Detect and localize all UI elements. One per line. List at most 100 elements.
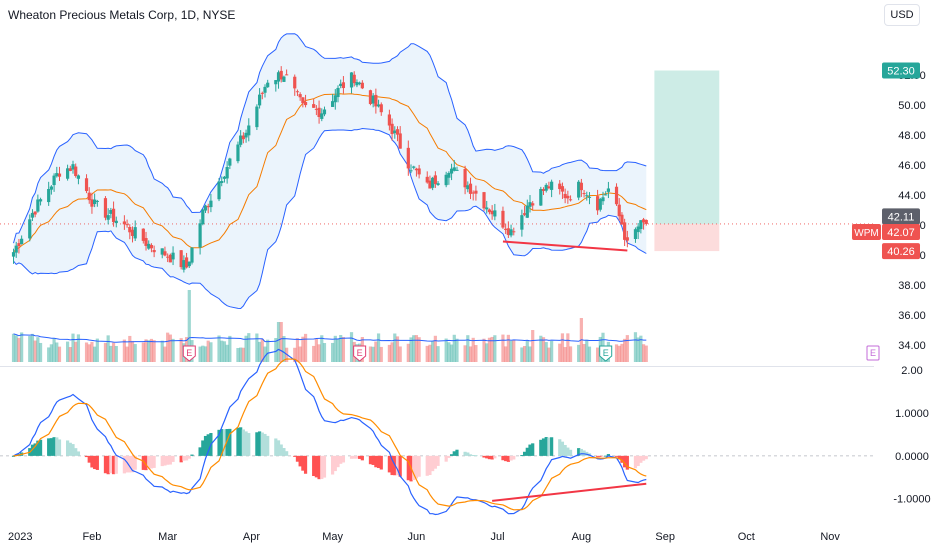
- stop-zone[interactable]: [654, 223, 720, 252]
- candle-body: [644, 219, 648, 224]
- macd-histogram-bar: [522, 451, 527, 456]
- divergence-line-macd[interactable]: [492, 482, 647, 502]
- volume-bar: [30, 333, 35, 362]
- candle-body: [587, 196, 592, 198]
- macd-histogram-bar: [333, 455, 337, 472]
- macd-histogram-bar: [425, 455, 429, 476]
- volume-bar: [239, 347, 243, 362]
- macd-histogram-bar: [179, 455, 183, 463]
- macd-histogram-bar: [274, 438, 278, 456]
- macd-histogram-bar: [168, 455, 172, 465]
- candle-body: [506, 228, 510, 235]
- volume-bar: [390, 342, 394, 362]
- candle-body: [114, 220, 118, 224]
- candle-body: [103, 198, 108, 218]
- volume-bar: [455, 338, 459, 362]
- macd-histogram-bar: [301, 455, 305, 471]
- candle-body: [563, 193, 567, 199]
- candle-body: [279, 70, 283, 80]
- candle-body: [604, 194, 608, 196]
- macd-histogram-bar: [125, 455, 129, 473]
- candle-body: [617, 204, 621, 217]
- candle-body: [236, 144, 240, 162]
- pane-separator[interactable]: [0, 366, 874, 367]
- volume-bar: [225, 344, 229, 362]
- volume-bar: [452, 334, 456, 362]
- candle-body: [633, 229, 638, 240]
- candle-body: [566, 195, 570, 199]
- macd-histogram-bar: [447, 455, 451, 458]
- candle-body: [606, 188, 611, 192]
- macd-y-axis[interactable]: 2.00 1.0000 0.0000 -1.0000: [893, 365, 930, 506]
- candle-body: [493, 210, 497, 217]
- candle-body: [541, 189, 546, 191]
- macd-histogram-bar: [349, 455, 354, 459]
- volume-bar: [17, 337, 21, 362]
- volume-bar: [614, 344, 619, 362]
- candle-body: [152, 249, 156, 253]
- macd-histogram-bar: [641, 455, 646, 461]
- macd-histogram-bar: [84, 455, 89, 458]
- candle-body: [257, 94, 262, 106]
- candle-body: [298, 94, 302, 98]
- volume-bar: [74, 341, 78, 362]
- candle-body: [466, 185, 470, 190]
- volume-bar: [587, 346, 592, 362]
- y-tick-label: 44.00: [898, 190, 926, 202]
- macd-histogram-bar: [52, 437, 56, 456]
- x-tick-label: Nov: [820, 531, 840, 543]
- candle-body: [90, 199, 94, 207]
- volume-bar: [206, 340, 210, 362]
- macd-histogram-bar: [444, 455, 448, 462]
- candle-body: [111, 208, 116, 223]
- volume-bar: [463, 345, 467, 362]
- candle-body: [109, 209, 113, 214]
- macd-histogram-bar: [563, 444, 567, 456]
- macd-histogram-bar: [203, 435, 208, 456]
- volume-bar: [504, 346, 508, 362]
- target-zone[interactable]: [654, 70, 720, 224]
- macd-histogram-bar: [577, 448, 581, 456]
- candle-body: [122, 221, 126, 225]
- macd-histogram-bar: [320, 455, 324, 480]
- macd-histogram-bar: [412, 455, 416, 481]
- volume-bar: [87, 344, 91, 362]
- volume-bar: [528, 346, 532, 362]
- candle-body: [184, 257, 189, 268]
- candle-body: [320, 113, 324, 119]
- candle-body: [239, 135, 243, 145]
- candle-body: [163, 251, 167, 256]
- volume-bar: [406, 343, 410, 362]
- currency-button[interactable]: USD: [884, 4, 920, 26]
- candle-body: [509, 229, 513, 236]
- macd-histogram-bar: [493, 455, 497, 459]
- candle-body: [414, 168, 419, 171]
- volume-bar: [317, 344, 321, 362]
- macd-histogram-bar: [525, 447, 529, 456]
- x-tick-label: Feb: [82, 531, 101, 543]
- macd-histogram-bar: [57, 439, 62, 456]
- macd-histogram-bar: [490, 455, 494, 460]
- macd-histogram-bar: [468, 454, 473, 456]
- candle-body: [52, 175, 56, 186]
- volume-bar: [66, 341, 70, 362]
- macd-histogram-bar: [93, 455, 97, 470]
- x-axis[interactable]: 2023 Feb Mar Apr May Jun Jul Aug Sep Oct Nov: [8, 531, 840, 543]
- volume-bar: [55, 342, 59, 362]
- candle-body: [358, 82, 362, 85]
- candle-body: [447, 172, 451, 178]
- macd-histogram-bar: [625, 455, 629, 470]
- macd-histogram-bar: [550, 437, 554, 456]
- candle-body: [84, 178, 89, 192]
- divergence-line-price[interactable]: [502, 240, 628, 252]
- candle-body: [579, 182, 583, 191]
- candle-body: [522, 213, 527, 215]
- candle-body: [471, 192, 475, 194]
- volume-bar: [111, 342, 116, 362]
- y-tick-label: 46.00: [898, 160, 926, 172]
- macd-histogram-bar: [406, 455, 410, 481]
- macd-histogram-bar: [355, 455, 359, 459]
- macd-histogram-bar: [130, 455, 135, 473]
